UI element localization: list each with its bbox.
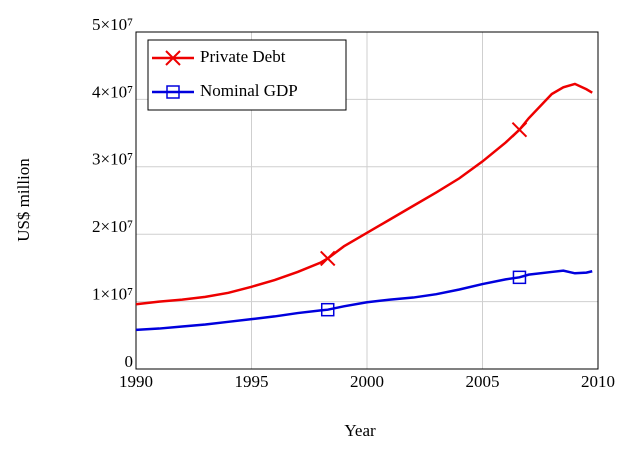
marker (320, 302, 335, 317)
legend-label: Private Debt (200, 47, 286, 66)
marker (511, 122, 528, 138)
x-tick-label: 1990 (119, 372, 153, 391)
x-tick-label: 2005 (466, 372, 500, 391)
legend-label: Nominal GDP (200, 81, 298, 100)
marker (320, 250, 336, 267)
series-line (135, 269, 593, 332)
marker (512, 270, 527, 285)
y-tick-label: 2×10⁷ (92, 217, 133, 236)
y-tick-label: 5×10⁷ (92, 15, 133, 34)
y-tick-label: 3×10⁷ (92, 150, 133, 169)
x-tick-label: 1995 (235, 372, 269, 391)
x-axis-label: Year (344, 421, 376, 440)
legend-marker (166, 85, 180, 99)
legend-marker (165, 50, 181, 66)
y-axis-label: US$ million (14, 158, 33, 242)
x-tick-label: 2010 (581, 372, 615, 391)
y-tick-label: 4×10⁷ (92, 82, 133, 101)
x-tick-label: 2000 (350, 372, 384, 391)
y-tick-label: 1×10⁷ (92, 285, 133, 304)
y-tick-label: 0 (125, 352, 134, 371)
legend-box (147, 39, 347, 111)
series-line (135, 82, 593, 306)
plot-frame (135, 31, 599, 370)
